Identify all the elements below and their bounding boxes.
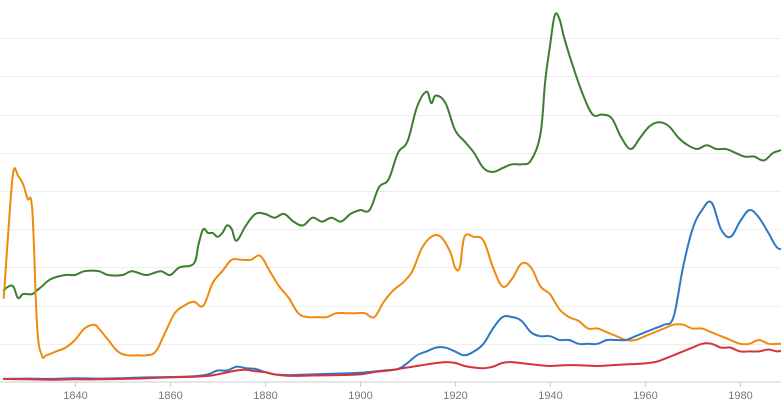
series-line-1[interactable] — [2, 12, 781, 300]
x-tick-label-1900: 1900 — [348, 390, 372, 402]
x-tick-label-1960: 1960 — [633, 390, 657, 402]
x-tick-label-1940: 1940 — [538, 390, 562, 402]
x-tick-label-1980: 1980 — [728, 390, 752, 402]
x-tick-label-1880: 1880 — [253, 390, 277, 402]
series-line-2[interactable] — [2, 167, 781, 359]
x-tick-label-1860: 1860 — [158, 390, 182, 402]
gridlines — [0, 38, 781, 345]
x-axis-ticks: 1840 1860 1880 1900 1920 1940 1960 1980 — [63, 382, 753, 402]
series-line-4[interactable] — [2, 336, 781, 381]
series-line-3[interactable] — [2, 200, 781, 380]
series-lines — [2, 12, 781, 381]
x-tick-label-1920: 1920 — [443, 390, 467, 402]
x-tick-label-1840: 1840 — [63, 390, 87, 402]
